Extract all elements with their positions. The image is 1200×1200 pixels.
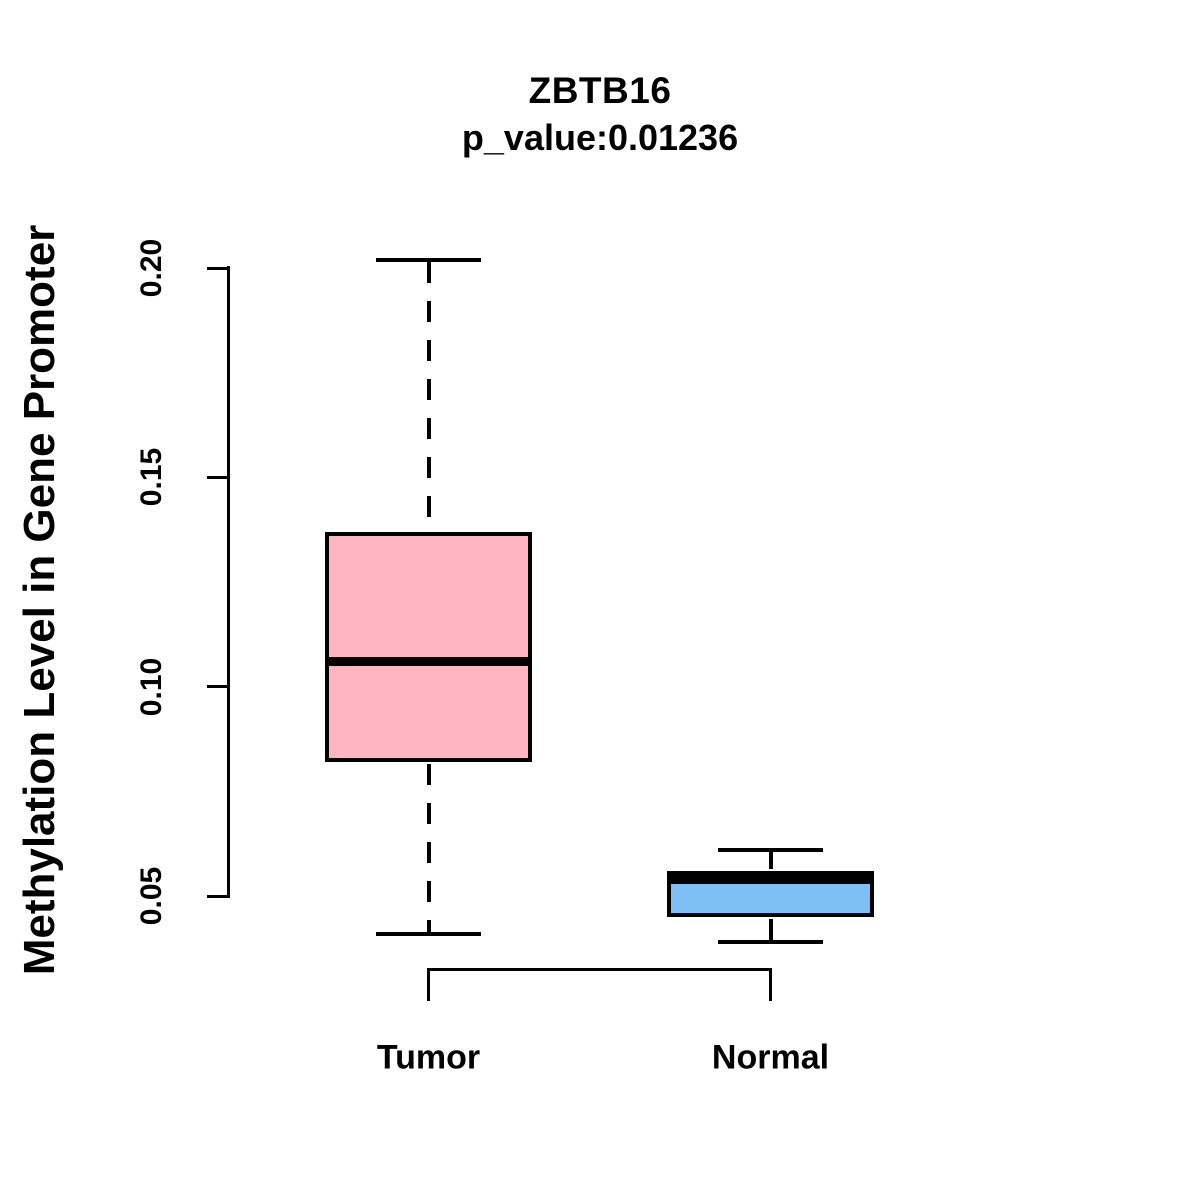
chart-title: ZBTB16 [528,70,672,111]
y-axis-line [227,266,230,898]
y-axis-tick [207,685,229,689]
y-axis-tick-label: 0.10 [135,657,168,716]
box-tumor [325,531,532,763]
x-axis-label-normal: Normal [711,1038,830,1077]
y-axis-tick-label: 0.15 [135,448,168,507]
y-axis-tick [207,475,229,479]
y-axis-tick [207,266,229,270]
whisker-cap-low [718,940,823,945]
chart-subtitle: p_value:0.01236 [461,117,739,158]
y-axis-tick-label: 0.05 [135,866,168,926]
whisker-line-high [768,851,773,869]
whisker-line-high [426,261,431,530]
bracket-tick-right [769,968,772,1001]
median-line [667,874,874,884]
whisker-line-low [768,918,773,941]
bracket-horizontal [427,968,772,971]
whisker-line-low [426,764,431,932]
y-axis-tick [207,894,229,898]
y-axis-label: Methylation Level in Gene Promoter [15,224,64,976]
x-axis-label-tumor: Tumor [376,1038,481,1077]
y-axis-tick-label: 0.20 [135,238,168,298]
whisker-cap-high [718,847,823,852]
whisker-cap-high [376,257,481,262]
whisker-cap-low [376,931,481,936]
median-line [325,657,532,667]
bracket-tick-left [427,968,430,1001]
